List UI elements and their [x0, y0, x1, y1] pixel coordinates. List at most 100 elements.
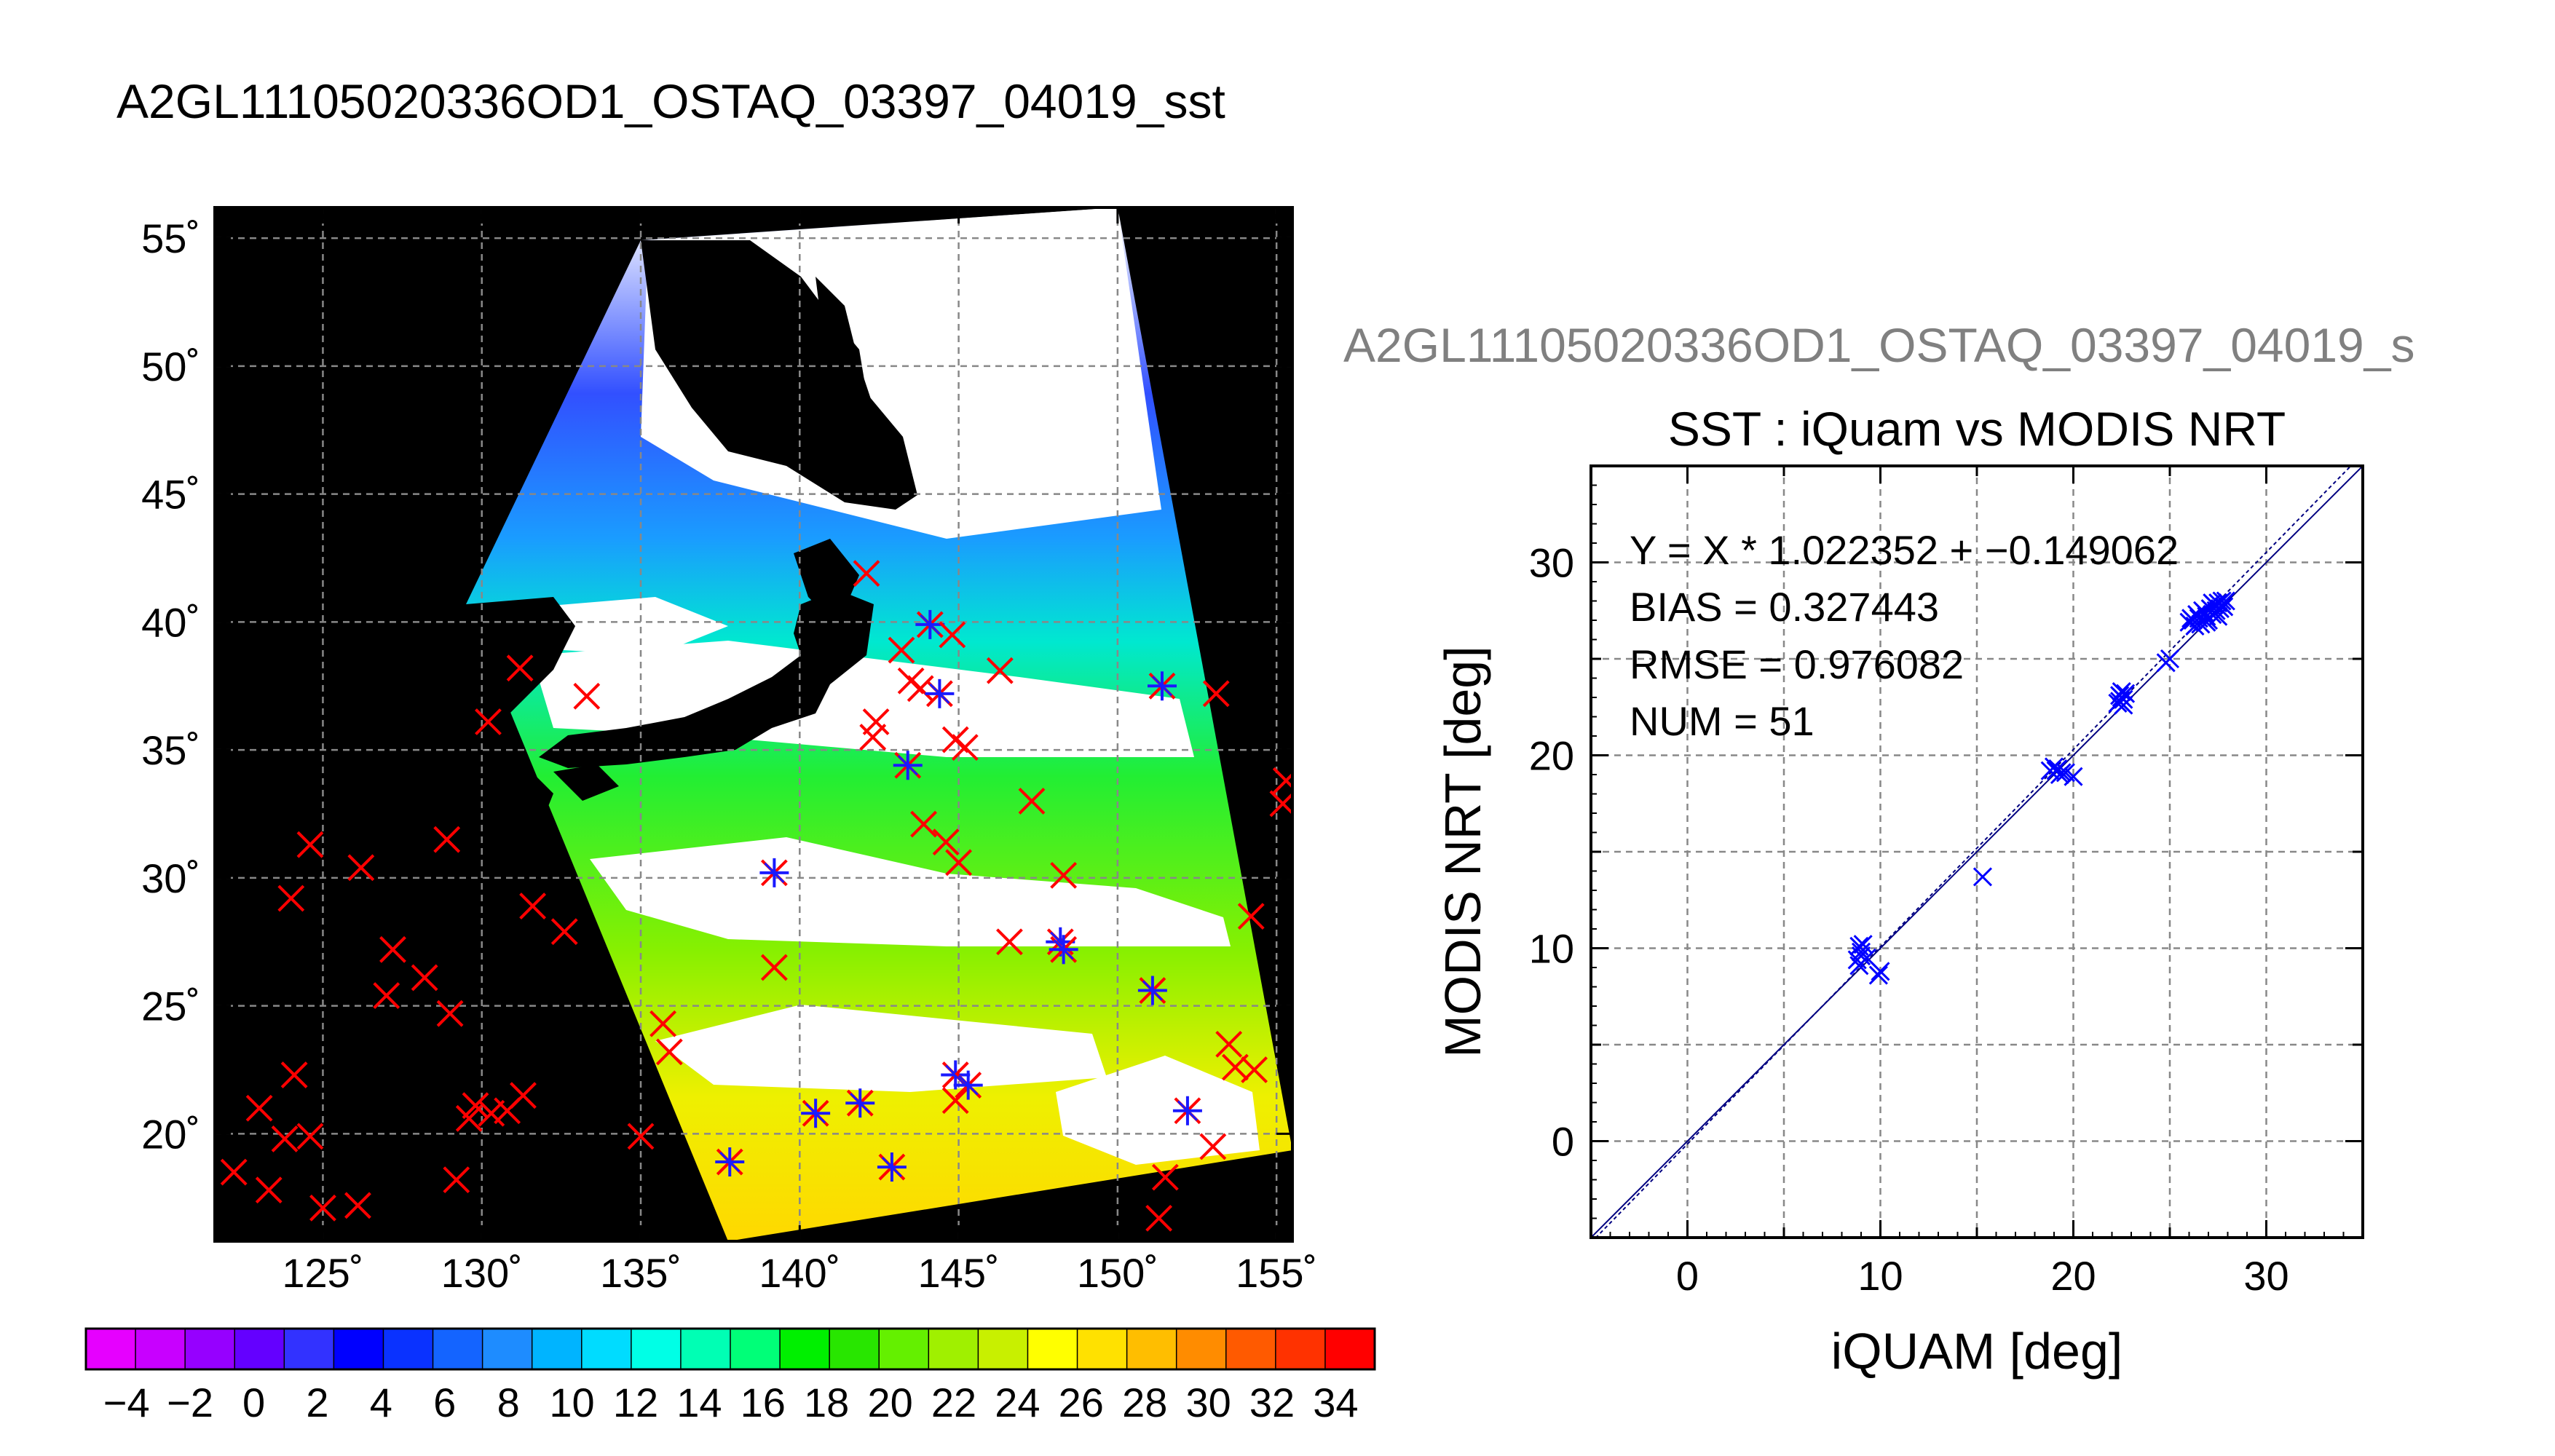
insitu-marker: [1148, 671, 1177, 701]
marker-stroke: [510, 1082, 537, 1109]
marker-stroke: [627, 1123, 655, 1150]
insitu-marker: [519, 893, 546, 919]
colorbar-cell: [135, 1328, 186, 1370]
point-stroke: [2114, 689, 2133, 709]
scatter-point: [2181, 609, 2201, 628]
insitu-marker: [379, 935, 406, 963]
scatter-point: [2112, 681, 2131, 702]
map-lat-label: 25˚: [141, 984, 200, 1029]
insitu-marker: [888, 636, 915, 664]
point-stroke: [2160, 649, 2180, 669]
marker-stroke: [550, 918, 578, 946]
point-stroke: [2044, 757, 2064, 777]
colorbar-cell: [977, 1328, 1029, 1370]
marker-stroke: [1215, 1030, 1243, 1058]
point-stroke: [1972, 867, 1993, 887]
scatter-point: [2160, 649, 2180, 669]
colorbar-label: 6: [433, 1380, 456, 1425]
point-stroke: [2203, 593, 2222, 613]
colorbar-cell: [184, 1328, 236, 1370]
insitu-marker: [845, 1088, 875, 1118]
insitu-marker: [655, 1038, 683, 1066]
marker-stroke: [344, 1192, 371, 1219]
insitu-marker: [1145, 1204, 1173, 1232]
identity-line: [1591, 466, 2363, 1238]
insitu-marker: [951, 734, 979, 761]
point-stroke: [1853, 935, 1873, 954]
colorbar-label: 2: [306, 1380, 328, 1425]
marker-stroke: [379, 935, 406, 963]
marker-stroke: [910, 810, 937, 838]
insitu-marker: [1137, 976, 1167, 1005]
marker-stroke: [897, 755, 918, 776]
colorbar-label: 20: [867, 1380, 912, 1425]
point-stroke: [2216, 591, 2235, 611]
insitu-marker: [220, 1158, 248, 1186]
main-title: A2GL11105020336OD1_OSTAQ_03397_04019_sst: [117, 74, 1225, 128]
colorbar-label: 8: [497, 1380, 520, 1425]
insitu-marker: [455, 1104, 483, 1132]
colorbar-label: 16: [741, 1380, 786, 1425]
colorbar-label: 24: [995, 1380, 1040, 1425]
marker-stroke: [957, 1075, 979, 1096]
insitu-marker: [296, 1123, 324, 1150]
marker-stroke: [805, 1103, 826, 1124]
insitu-marker: [627, 1123, 655, 1150]
insitu-marker: [759, 858, 789, 887]
scatter-point: [2192, 601, 2213, 620]
marker-stroke: [1142, 980, 1163, 1001]
marker-stroke: [655, 1038, 683, 1066]
marker-stroke: [1237, 903, 1265, 930]
point-stroke: [2056, 763, 2075, 783]
insitu-marker: [907, 675, 934, 703]
marker-stroke: [373, 982, 400, 1009]
marker-stroke: [436, 1000, 464, 1027]
insitu-marker: [941, 1087, 969, 1115]
insitu-marker: [925, 678, 955, 708]
colorbar-cells: [85, 1328, 1376, 1370]
point-stroke: [2197, 612, 2216, 632]
scatter-point: [2216, 591, 2235, 611]
point-stroke: [1871, 962, 1890, 981]
insitu-marker: [433, 826, 461, 853]
point-stroke: [2187, 604, 2207, 625]
point-stroke: [2181, 609, 2201, 628]
scatter-x-tick-labels: 0 10 20 30: [1676, 1253, 2289, 1299]
map-lon-label: 155˚: [1236, 1250, 1317, 1296]
marker-stroke: [920, 614, 941, 635]
scatter-point: [2208, 593, 2228, 613]
map-lon-label: 130˚: [441, 1250, 523, 1296]
insitu-marker: [347, 854, 375, 882]
insitu-marker: [1272, 767, 1292, 794]
colorbar-label: 28: [1122, 1380, 1167, 1425]
insitu-marker: [462, 1092, 489, 1120]
marker-stroke: [1151, 676, 1173, 697]
insitu-marker: [893, 751, 923, 780]
insitu-marker: [411, 964, 438, 992]
marker-stroke: [1018, 788, 1046, 815]
marker-stroke: [573, 682, 601, 710]
colorbar-cell: [283, 1328, 335, 1370]
point-stroke: [2192, 601, 2213, 620]
map-lat-label: 35˚: [141, 727, 200, 773]
marker-stroke: [939, 621, 966, 649]
colorbar-label: 32: [1249, 1380, 1295, 1425]
marker-stroke: [245, 1094, 273, 1122]
point-stroke: [2052, 763, 2072, 783]
marker-stroke: [932, 828, 960, 856]
insitu-marker: [1199, 1133, 1227, 1160]
marker-stroke: [850, 1093, 871, 1114]
insitu-marker: [877, 1152, 907, 1182]
marker-stroke: [433, 826, 461, 853]
marker-stroke: [986, 657, 1014, 684]
insitu-marker: [910, 810, 937, 838]
map-lat-label: 40˚: [141, 599, 200, 645]
marker-stroke: [1199, 1133, 1227, 1160]
insitu-marker: [506, 654, 534, 682]
scatter-point: [2187, 604, 2207, 625]
map-lat-label: 20˚: [141, 1111, 200, 1157]
colorbar-labels: −4 −2 0 2 4 6 8 10 12 14 16 18 20 22 24 26 28 30 32 34: [103, 1380, 1359, 1425]
scatter-y-tick-label: 30: [1529, 540, 1574, 586]
insitu-marker: [996, 928, 1023, 956]
colorbar-cell: [1324, 1328, 1376, 1370]
